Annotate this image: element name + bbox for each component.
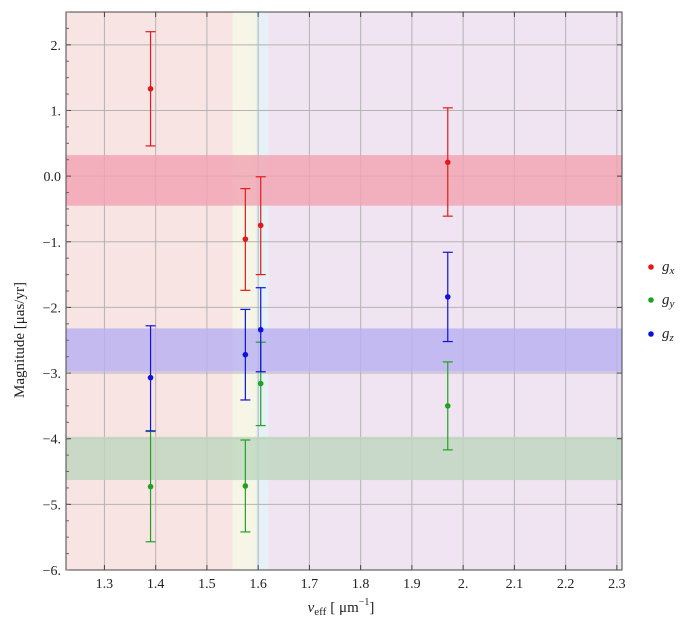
series-g-z [145,251,453,432]
x-tick-label-7: 2. [458,577,469,592]
x-axis-label-sup: −1 [359,597,370,608]
legend-marker-y [648,297,654,303]
data-series [145,31,453,543]
legend-label-name: g [662,292,670,308]
series-g-y [145,341,453,543]
legend-marker-z [648,331,654,337]
legend-label-name: g [662,326,670,342]
x-tick-label-5: 1.8 [352,577,370,592]
data-point-x-1 [242,236,249,242]
legend-label-sub: x [669,265,675,277]
data-point-y-2 [257,380,264,387]
band-g-z [66,328,622,372]
series-g-x [145,31,453,291]
data-point-z-3 [444,294,451,300]
x-tick-label-8: 2.1 [506,577,524,592]
data-point-z-1 [242,351,249,358]
x-axis-label: νeff [ μm−1] [308,597,375,618]
data-point-x-0 [147,86,154,92]
data-point-z-2 [257,326,264,333]
x-tick-label-1: 1.4 [147,577,165,592]
data-point-y-3 [444,403,451,409]
y-tick-label-3: −3. [43,367,61,382]
background-band-1 [232,12,256,570]
legend-label-sub: y [669,298,675,310]
legend-label-name: g [662,259,670,275]
data-point-x-3 [444,159,451,166]
y-tick-label-4: −2. [43,301,61,316]
background-band-4 [268,12,622,570]
y-tick-label-2: −4. [43,433,61,448]
y-tick-label-8: 2. [51,39,62,54]
y-tick-label-7: 1. [51,104,62,119]
y-tick-label-6: 0.0 [44,170,62,185]
data-point-z-0 [147,374,154,381]
x-tick-label-0: 1.3 [96,577,114,592]
axis-ticks: 1.3 1.4 1.5 1.6 1.7 1.8 1.9 2. 2.1 2.2 2.3 −6. −5. −4… [43,11,626,592]
legend-label-z: gz [662,326,675,344]
y-tick-label-5: −1. [43,236,61,251]
legend-label-y: gy [662,292,675,310]
data-point-y-0 [147,483,154,490]
x-axis-label-unit: [ μm [330,600,359,616]
legend-marker-x [648,264,654,270]
y-axis-label: Magnitude [μas/yr] [12,282,28,398]
background-band-2 [255,12,259,570]
x-axis-label-main: ν [308,600,315,616]
x-tick-label-3: 1.6 [249,577,267,592]
x-axis-label-sub: eff [314,606,326,618]
band-g-y [66,436,622,481]
x-tick-label-4: 1.7 [301,577,319,592]
horizontal-bands [66,155,622,481]
x-axis-label-close: ] [369,600,374,616]
data-point-x-2 [257,222,264,229]
x-tick-label-9: 2.2 [557,577,575,592]
legend-label-sub: z [669,332,675,344]
background-band-3 [258,12,269,570]
y-tick-label-1: −5. [43,498,61,513]
legend-label-x: gx [662,259,675,277]
y-tick-label-0: −6. [43,564,61,579]
x-tick-label-2: 1.5 [198,577,216,592]
x-tick-label-6: 1.9 [403,577,421,592]
x-tick-label-10: 2.3 [608,577,626,592]
data-point-y-1 [242,483,249,489]
band-g-x [66,155,622,206]
